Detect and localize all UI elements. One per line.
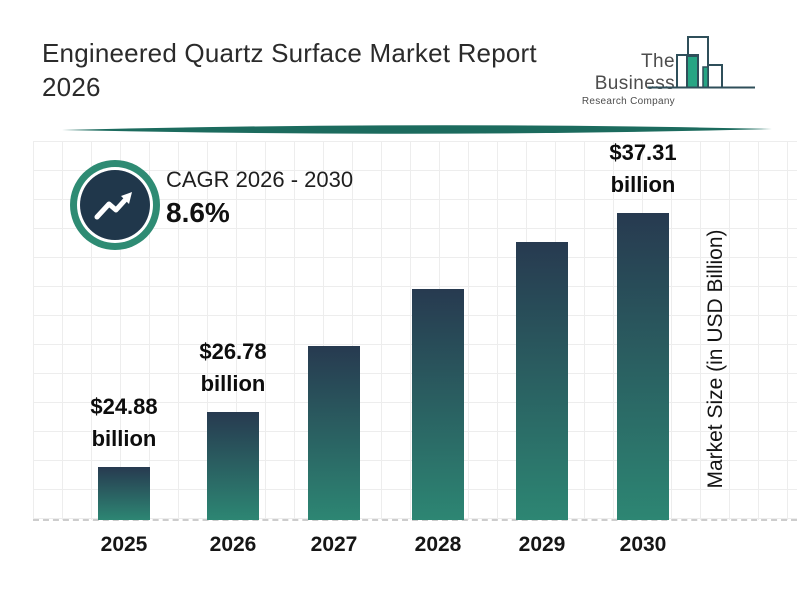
x-tick-2027: 2027 [310,533,358,556]
bar-2027 [308,346,360,520]
y-axis-title: Market Size (in USD Billion) [704,229,727,489]
cagr-label: CAGR 2026 - 2030 [166,167,354,192]
bar-label-2030: $37.31 billion [609,140,677,197]
bar-label-2026: $26.78 billion [199,339,267,396]
logo-company-name: The Business [594,51,675,94]
x-tick-2028: 2028 [414,533,462,556]
bar-2028 [412,289,464,520]
bar-2030 [617,213,669,520]
page-title: Engineered Quartz Surface Market Report … [42,36,562,104]
page-title-line1: Engineered Quartz Surface Market Report [42,38,537,68]
cagr-block: CAGR 2026 - 2030 8.6% [166,167,353,229]
page-title-line2: 2026 [42,72,101,102]
bar-chart-logo-icon [648,36,755,89]
x-tick-2029: 2029 [518,533,566,556]
x-tick-2026: 2026 [209,533,257,556]
cagr-value: 8.6% [166,197,230,228]
bar-2025 [98,467,150,520]
trend-up-icon [70,160,160,250]
logo-company-subtitle: Research Company [581,96,675,107]
company-logo-text: The Business Research Company [563,51,675,107]
bar-2029 [516,242,568,520]
x-tick-2025: 2025 [100,533,148,556]
bar-label-2025: $24.88 billion [90,394,158,451]
bar-2026 [207,412,259,520]
x-axis-baseline [33,519,797,521]
x-tick-2030: 2030 [619,533,667,556]
header-divider [62,125,772,134]
